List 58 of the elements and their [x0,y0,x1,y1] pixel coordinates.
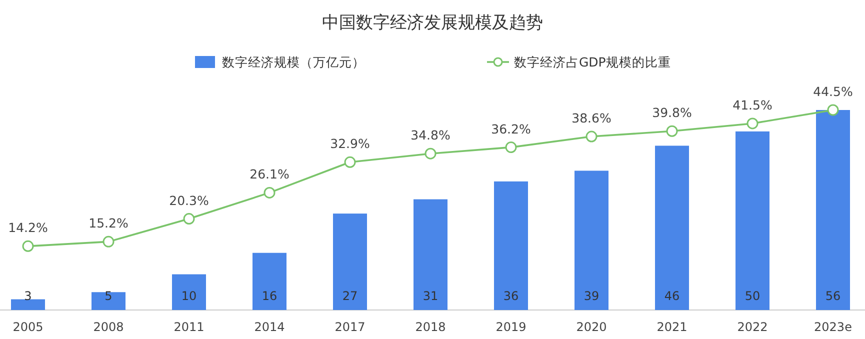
data-label: 16 [262,289,278,303]
bar [252,252,286,310]
point [586,130,598,142]
x-tick-label: 2011 [174,320,204,334]
bar [414,199,448,310]
x-tick-label: 2022 [737,320,768,334]
chart-title: 中国数字经济发展规模及趋势 [322,13,543,33]
point [22,240,34,252]
bar [92,292,126,310]
point [666,125,678,137]
data-label: 3 [24,289,32,303]
x-tick-label: 2005 [12,320,44,334]
x-tick-label: 2017 [334,320,366,334]
x-tick-label: 2014 [254,320,285,334]
bar [11,299,45,310]
data-label: 56 [825,289,841,303]
data-label: 20.3% [169,192,209,208]
x-tick-label: 2019 [496,320,526,334]
bar [494,181,528,310]
point [344,156,356,168]
point [827,104,839,116]
data-label: 38.6% [572,110,612,126]
bar [333,214,367,310]
x-tick-label: 2018 [415,320,446,334]
data-label: 32.9% [330,136,370,152]
point [102,236,114,248]
point [264,186,276,198]
data-label: 50 [744,289,760,303]
x-tick-label: 2020 [576,320,607,334]
point [183,213,195,225]
data-label: 44.5% [813,84,853,99]
data-label: 34.8% [410,128,450,143]
data-label: 26.1% [250,166,290,182]
point [505,142,517,154]
data-label: 39 [584,289,600,303]
x-tick-label: 2008 [93,320,124,334]
data-label: 5 [104,289,112,303]
data-label: 39.8% [652,105,692,120]
data-label: 10 [181,289,197,303]
data-label: 31 [422,289,438,303]
bar [172,274,206,310]
legend-label: 数字经济占GDP规模的比重 [514,54,671,70]
data-label: 14.2% [8,220,48,236]
point [746,118,758,130]
bar [816,110,850,310]
data-label: 27 [342,289,358,303]
data-label: 46 [664,289,680,303]
bar [655,146,689,310]
bar [574,170,608,310]
point [424,148,436,160]
bar [736,131,770,310]
legend-label: 数字经济规模（万亿元） [222,54,365,70]
x-tick-label: 2023e [814,320,852,334]
data-label: 36 [503,289,519,303]
data-label: 36.2% [491,121,531,136]
data-label: 41.5% [732,97,772,112]
x-tick-label: 2021 [656,320,688,334]
data-label: 15.2% [88,216,128,231]
